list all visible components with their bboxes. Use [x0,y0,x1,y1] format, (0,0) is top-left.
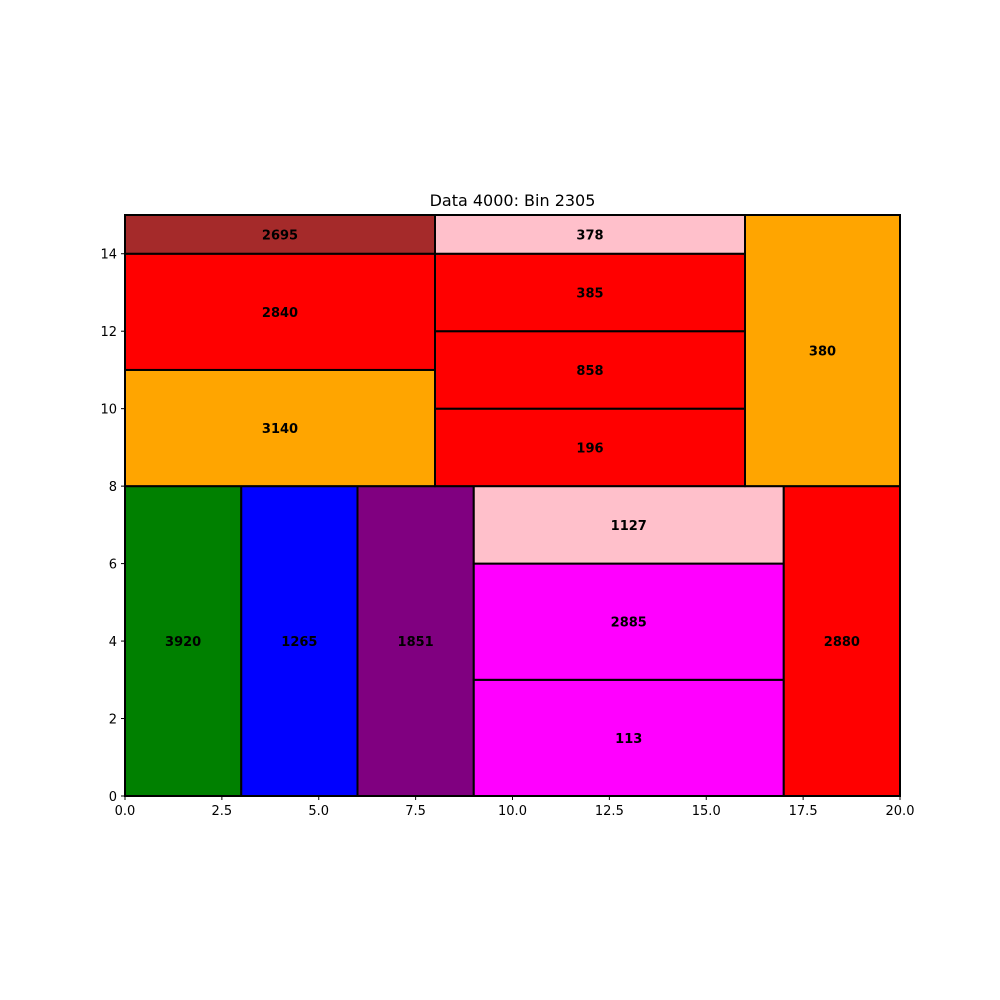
box-rect [472,678,785,797]
box-label: 196 [576,441,603,456]
x-tick-label: 5.0 [308,804,329,819]
chart-title: Data 4000: Bin 2305 [430,191,596,210]
x-tick-label: 7.5 [405,804,426,819]
y-tick-label: 4 [109,635,117,650]
box-rect [434,252,746,333]
box-label: 385 [576,286,603,301]
box-label: 1851 [398,635,434,650]
box-rect [240,485,359,797]
y-tick-label: 8 [109,480,117,495]
box-label: 1265 [281,635,317,650]
y-tick-label: 2 [109,713,117,728]
box-label: 2885 [611,616,647,631]
boxes-layer [124,214,901,797]
box-label: 2695 [262,228,298,243]
box-labels-layer: 3920 1265 1851 113 2885 1127 2880 3140 2840 2695 1… [165,228,860,747]
y-tick-label: 12 [100,325,117,340]
x-tick-label: 17.5 [789,804,818,819]
y-tick-label: 0 [109,790,117,805]
box-label: 378 [576,228,603,243]
y-tick-label: 10 [100,403,117,418]
x-tick-label: 0.0 [115,804,136,819]
box-label: 3920 [165,635,201,650]
y-tick-label: 14 [100,248,117,263]
y-tick-label: 6 [109,558,117,573]
box-label: 3140 [262,422,298,437]
box-rect [124,485,243,797]
box-rect [434,330,746,410]
box-label: 2840 [262,306,298,321]
box-label: 2880 [824,635,860,650]
box-label: 1127 [611,519,647,534]
x-tick-label: 2.5 [212,804,233,819]
box-label: 858 [576,364,603,379]
box-label: 113 [615,732,642,747]
box-rect [472,485,785,565]
x-tick-label: 10.0 [498,804,527,819]
box-rect [472,562,785,681]
x-tick-label: 12.5 [595,804,624,819]
x-tick-label: 20.0 [886,804,915,819]
box-rect [744,214,901,488]
x-axis: 0.0 2.5 5.0 7.5 10.0 12.5 15.0 17.5 20.0 [115,796,915,819]
x-tick-label: 15.0 [692,804,721,819]
y-axis: 0 2 4 6 8 10 12 14 [100,248,125,805]
box-label: 380 [809,345,836,360]
